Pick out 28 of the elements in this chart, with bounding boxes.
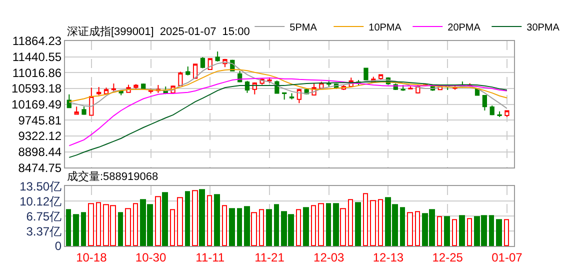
x-tick-label: 12-03 xyxy=(314,250,345,264)
y-tick-label: 8898.44 xyxy=(18,145,62,160)
y-tick-label: 10169.49 xyxy=(12,98,62,112)
y-tick-label: 9745.81 xyxy=(18,113,62,128)
y-tick-label: 6.75亿 xyxy=(26,209,62,224)
x-tick-label: 11-21 xyxy=(254,250,285,264)
y-tick-label: 0 xyxy=(54,239,62,254)
legend-label: 30PMA xyxy=(526,22,560,34)
chart-title: 成交量:588919068 xyxy=(67,170,158,183)
y-tick-label: 13.50亿 xyxy=(20,179,62,194)
y-tick-label: 3.37亿 xyxy=(26,224,62,238)
x-tick-label: 10-30 xyxy=(135,250,166,264)
legend-label: 20PMA xyxy=(448,22,481,34)
x-tick-label: 12-25 xyxy=(432,250,464,264)
y-tick-label: 11440.55 xyxy=(12,50,62,64)
x-tick-label: 10-18 xyxy=(76,250,108,264)
chart-title: 深证成指[399001] 2025-01-07 15:00 xyxy=(67,25,250,38)
y-tick-label: 9322.12 xyxy=(18,129,62,144)
x-tick-label: 01-07 xyxy=(492,250,523,264)
y-tick-label: 10.12亿 xyxy=(20,194,62,208)
legend-label: 10PMA xyxy=(368,22,402,34)
y-tick-label: 11864.23 xyxy=(12,34,62,48)
x-tick-label: 11-11 xyxy=(196,250,225,264)
y-tick-label: 11016.86 xyxy=(12,66,62,80)
legend-label: 5PMA xyxy=(290,22,318,34)
x-tick-label: 12-13 xyxy=(372,250,404,264)
y-tick-label: 10593.18 xyxy=(12,82,62,96)
y-tick-label: 8474.75 xyxy=(18,160,62,175)
